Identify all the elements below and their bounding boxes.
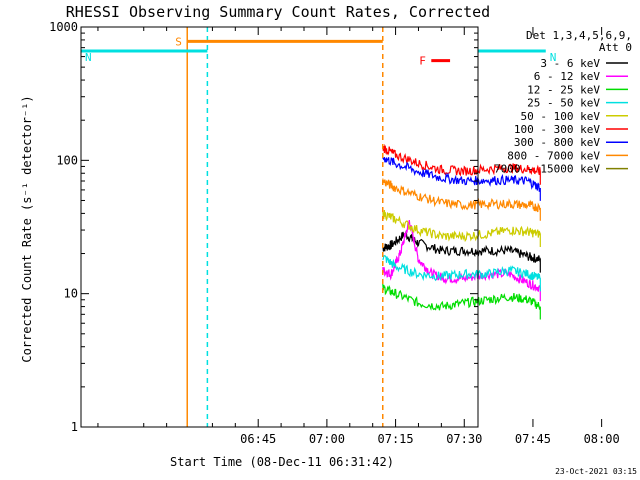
series-line [382,254,541,292]
x-axis: 06:45 07:00 07:15 07:30 07:45 08:00 [97,27,620,446]
x-tick-label: 07:00 [309,432,345,446]
legend-entry-label: 7000 - 15000 keV [494,163,600,176]
legend-entry-label: 300 - 800 keV [514,136,600,149]
marker-layer: S N N F [81,27,556,427]
interval-label: N [85,51,92,64]
legend-entry-label: 3 - 6 keV [540,57,600,70]
plot-frame [80,26,479,428]
legend-entry-label: 6 - 12 keV [534,70,601,83]
y-axis: 1 10 100 1000 [49,20,478,434]
y-tick-label: 100 [56,153,78,167]
y-tick-label: 1 [71,420,78,434]
series-line [382,178,541,221]
y-tick-label: 10 [64,287,78,301]
legend-entry-label: 800 - 7000 keV [507,149,600,162]
x-tick-label: 07:15 [378,432,414,446]
interval-label: S [175,35,182,48]
legend-entry-label: 12 - 25 keV [527,83,600,96]
interval-label: N [550,51,557,64]
chart-title: RHESSI Observing Summary Count Rates, Co… [66,3,490,21]
series-line [382,210,541,247]
series-line [382,157,541,201]
series-line [382,230,541,273]
legend-header-detectors: Det 1,3,4,5,6,9, [526,29,632,42]
x-tick-label: 07:30 [446,432,482,446]
plot-timestamp: 23-Oct-2021 03:15 [555,467,637,476]
series-layer [382,143,541,320]
series-line [382,143,541,185]
legend-entry-label: 25 - 50 keV [527,97,600,110]
legend-entry-label: 50 - 100 keV [521,110,601,123]
interval-label: F [419,55,426,68]
legend-header-attenuator: Att 0 [599,41,632,54]
series-line [382,219,541,302]
series-line [382,283,541,320]
x-axis-label: Start Time (08-Dec-11 06:31:42) [170,455,394,469]
y-tick-label: 1000 [49,20,78,34]
x-tick-label: 06:45 [240,432,276,446]
x-tick-label: 07:45 [515,432,551,446]
y-axis-label: Corrected Count Rate (s⁻¹ detector⁻¹) [20,95,34,362]
legend-entry-label: 100 - 300 keV [514,123,600,136]
x-tick-label: 08:00 [584,432,620,446]
